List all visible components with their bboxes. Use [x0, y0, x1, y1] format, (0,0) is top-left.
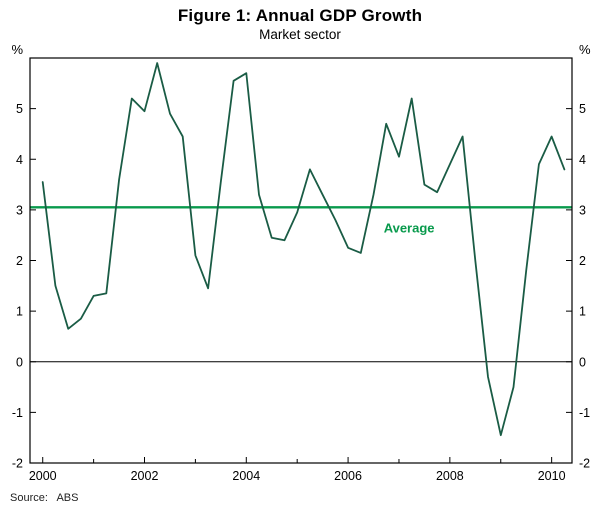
y-axis-label-right: 0	[579, 355, 586, 369]
y-axis-unit-right: %	[579, 42, 591, 57]
y-axis-label-left: 4	[16, 153, 23, 167]
y-axis-label-left: 1	[16, 305, 23, 319]
plot-border	[29, 57, 573, 464]
y-axis-unit-left: %	[11, 42, 23, 57]
y-axis-label-right: -2	[579, 457, 590, 471]
y-axis-label-left: 0	[16, 355, 23, 369]
y-axis-label-right: 2	[579, 254, 586, 268]
average-label: Average	[384, 221, 435, 236]
gdp-growth-line	[41, 62, 566, 437]
x-axis-label: 2000	[29, 469, 57, 483]
x-axis-label: 2002	[131, 469, 159, 483]
x-axis-label: 2006	[334, 469, 362, 483]
y-axis-label-right: -1	[579, 406, 590, 420]
annual-gdp-growth-line-chart: -2 -2 -1 -1 0 0 1 1 2 2 3 3 4 4 5 5% % 2000 2002 2004 2006 20…	[11, 42, 591, 483]
source-note: Source: ABS	[10, 492, 79, 504]
chart-title: Figure 1: Annual GDP Growth	[177, 6, 423, 25]
y-axis-label-right: 3	[579, 203, 586, 217]
y-axis-label-left: 5	[16, 102, 23, 116]
y-axis-label-right: 1	[579, 305, 586, 319]
chart-subtitle: Market sector	[259, 27, 341, 42]
x-axis-label: 2010	[538, 469, 566, 483]
x-axis-label: 2008	[436, 469, 464, 483]
x-axis-label: 2004	[232, 469, 260, 483]
y-axis-label-right: 4	[579, 153, 586, 167]
y-axis-label-left: 2	[16, 254, 23, 268]
y-axis-label-left: -1	[12, 406, 23, 420]
y-axis-label-left: -2	[12, 457, 23, 471]
y-axis-label-left: 3	[16, 203, 23, 217]
y-axis-label-right: 5	[579, 102, 586, 116]
